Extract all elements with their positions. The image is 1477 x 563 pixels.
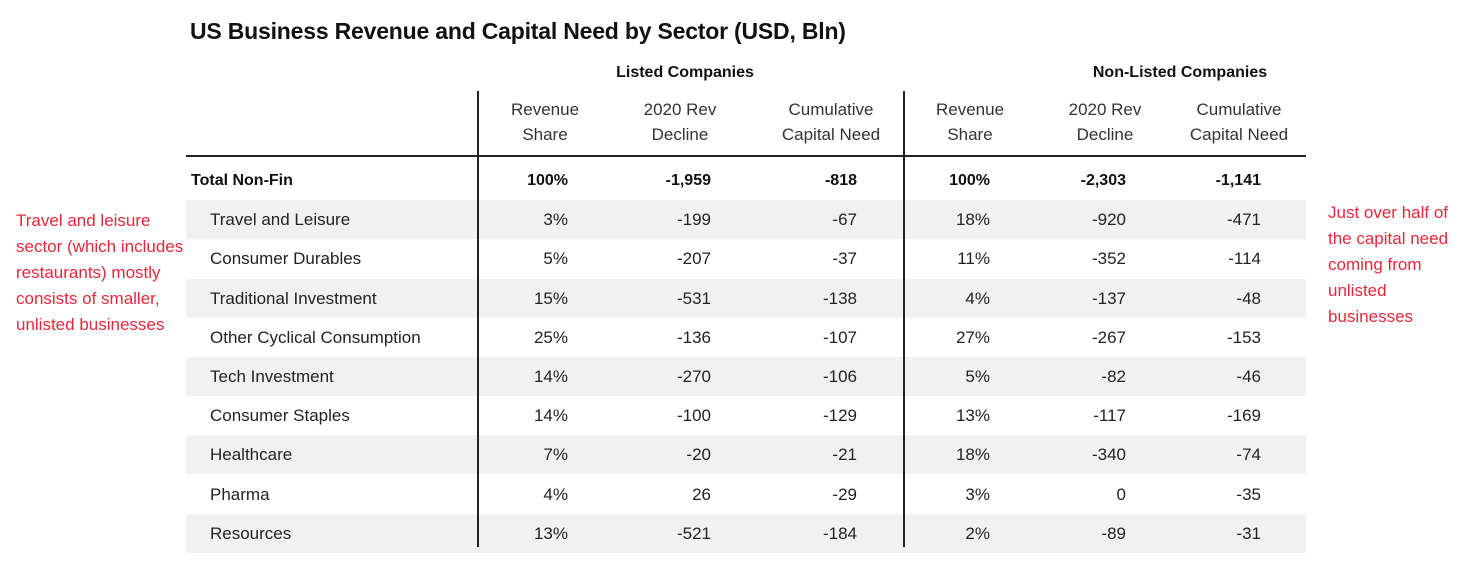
non-listed-revenue-share-cell: 100% [949,172,990,189]
non-listed-companies-header: Non-Listed Companies [1092,64,1268,81]
non-listed-rev-decline-cell: -340 [1091,445,1126,465]
table-row: Healthcare 7% -20 -21 18% -340 -74 [186,435,1306,475]
listed-revenue-share-cell: 14% [533,367,568,386]
listed-capital-need-cell: -106 [822,367,857,386]
non-listed-rev-decline-cell: -2,303 [1080,172,1126,189]
non-listed-capital-need-cell: -1,141 [1215,172,1261,189]
table-row: Tech Investment 14% -270 -106 5% -82 -46 [186,357,1306,396]
listed-revenue-share-cell: 13% [533,523,568,543]
non-listed-capital-need-header: Cumulative Capital Need [1189,100,1289,144]
sector-label: Resources [210,523,292,543]
listed-capital-need-cell: -818 [824,172,857,189]
table-row: Consumer Durables 5% -207 -37 11% -352 -114 [186,239,1306,278]
non-listed-rev-decline-cell: -920 [1091,210,1126,230]
non-listed-rev-decline-cell: 0 [1116,484,1126,504]
sector-label: Travel and Leisure [210,210,351,230]
capital-need-annotation: Just over half of the capital need comin… [1328,203,1449,326]
table-row: Traditional Investment 15% -531 -138 4% -137 -… [186,278,1306,318]
listed-rev-decline-cell: -1,959 [665,172,711,189]
sector-label: Other Cyclical Consumption [210,327,421,347]
listed-capital-need-cell: -138 [822,288,857,308]
non-listed-revenue-share-cell: 27% [955,327,990,347]
header-rule [186,155,1306,157]
non-listed-capital-need-cell: -46 [1236,367,1261,386]
sector-label: Tech Investment [210,367,334,386]
listed-revenue-share-cell: 100% [527,172,568,189]
non-listed-rev-decline-cell: -137 [1091,288,1126,308]
listed-rev-decline-cell: -207 [676,249,711,269]
non-listed-rev-decline-cell: -117 [1093,406,1126,426]
non-listed-capital-need-cell: -471 [1226,210,1261,230]
non-listed-capital-need-cell: -35 [1236,484,1261,504]
listed-capital-need-cell: -184 [822,523,857,543]
non-listed-revenue-share-cell: 4% [965,288,990,308]
listed-rev-decline-cell: 26 [692,484,711,504]
listed-rev-decline-cell: -136 [676,327,711,347]
table-row: Resources 13% -521 -184 2% -89 -31 [186,513,1306,553]
non-listed-revenue-share-cell: 11% [957,249,990,269]
non-listed-rev-decline-cell: -267 [1091,327,1126,347]
non-listed-rev-decline-cell: -89 [1101,523,1126,543]
listed-rev-decline-cell: -100 [676,406,711,426]
non-listed-revenue-share-cell: 5% [965,367,990,386]
group-divider [903,91,905,547]
non-listed-rev-decline-cell: -352 [1091,249,1126,269]
listed-revenue-share-header: Revenue Share [510,100,580,144]
listed-capital-need-cell: -37 [832,249,857,269]
listed-capital-need-cell: -21 [832,445,857,465]
table-row: Other Cyclical Consumption 25% -136 -107 27%… [186,318,1306,357]
non-listed-rev-decline-cell: -82 [1101,367,1126,386]
sector-label: Traditional Investment [210,288,377,308]
listed-rev-decline-cell: -531 [676,288,711,308]
sector-label: Healthcare [210,445,293,465]
non-listed-capital-need-cell: -74 [1236,445,1261,465]
listed-capital-need-cell: -129 [822,406,857,426]
listed-rev-decline-header: 2020 Rev Decline [643,100,717,144]
listed-rev-decline-cell: -521 [676,523,711,543]
sector-label: Consumer Durables [210,249,362,269]
non-listed-revenue-share-cell: 18% [955,445,990,465]
table-row: Travel and Leisure 3% -199 -67 18% -920 -471 [186,200,1306,240]
non-listed-revenue-share-cell: 13% [955,406,990,426]
table-total-row: Total Non-Fin 100% -1,959 -818 100% -2,303 -1,… [186,161,1306,200]
listed-rev-decline-cell: -199 [676,210,711,230]
listed-revenue-share-cell: 3% [543,210,568,230]
listed-capital-need-cell: -107 [822,327,857,347]
non-listed-revenue-share-header: Revenue Share [935,100,1005,144]
non-listed-capital-need-cell: -169 [1226,406,1261,426]
listed-rev-decline-cell: -20 [686,445,711,465]
listed-revenue-share-cell: 5% [543,249,568,269]
label-divider [477,91,479,547]
sector-label: Pharma [210,484,270,504]
non-listed-capital-need-cell: -31 [1236,523,1261,543]
listed-revenue-share-cell: 25% [533,327,568,347]
sector-label: Consumer Staples [210,406,350,426]
listed-capital-need-header: Cumulative Capital Need [781,100,881,144]
listed-capital-need-cell: -29 [832,484,857,504]
listed-revenue-share-cell: 15% [533,288,568,308]
listed-companies-header: Listed Companies [616,64,754,81]
table-row: Pharma 4% 26 -29 3% 0 -35 [186,475,1306,514]
non-listed-rev-decline-header: 2020 Rev Decline [1068,100,1142,144]
non-listed-capital-need-cell: -114 [1228,249,1261,269]
non-listed-capital-need-cell: -48 [1236,288,1261,308]
page-title: US Business Revenue and Capital Need by … [190,18,846,44]
non-listed-capital-need-cell: -153 [1226,327,1261,347]
non-listed-revenue-share-cell: 18% [955,210,990,230]
non-listed-revenue-share-cell: 3% [965,484,990,504]
table-row: Consumer Staples 14% -100 -129 13% -117 -169 [186,396,1306,435]
sector-label: Total Non-Fin [191,172,293,189]
non-listed-revenue-share-cell: 2% [965,523,990,543]
travel-leisure-annotation: Travel and leisure sector (which include… [16,211,184,334]
listed-revenue-share-cell: 4% [543,484,568,504]
listed-capital-need-cell: -67 [832,210,857,230]
listed-revenue-share-cell: 7% [543,445,568,465]
listed-rev-decline-cell: -270 [676,367,711,386]
listed-revenue-share-cell: 14% [533,406,568,426]
